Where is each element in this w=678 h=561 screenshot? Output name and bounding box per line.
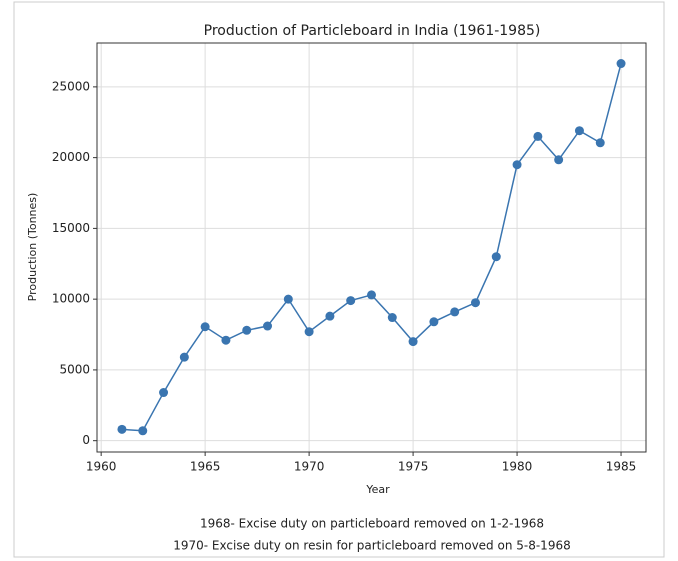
y-tick-label: 20000: [52, 150, 90, 164]
x-axis-label: Year: [365, 483, 390, 496]
point: [242, 325, 252, 335]
point: [408, 337, 418, 347]
point: [533, 131, 543, 141]
x-tick-label: 1975: [398, 460, 429, 474]
point: [554, 155, 564, 165]
point: [429, 317, 439, 327]
y-tick-label: 0: [82, 433, 90, 447]
x-tick-label: 1985: [606, 460, 637, 474]
point: [595, 138, 605, 148]
annotation: 1968- Excise duty on particleboard remov…: [200, 517, 544, 531]
point: [512, 160, 522, 170]
point: [387, 313, 397, 323]
point: [450, 307, 460, 317]
chart-title: Production of Particleboard in India (19…: [204, 23, 541, 39]
point: [221, 335, 231, 345]
x-tick-label: 1970: [294, 460, 325, 474]
point: [304, 327, 314, 337]
y-axis-label: Production (Tonnes): [26, 193, 39, 302]
y-tick-label: 25000: [52, 79, 90, 93]
point: [491, 252, 501, 262]
point: [367, 290, 376, 300]
annotation: 1970- Excise duty on resin for particleb…: [173, 539, 570, 553]
y-tick-label: 5000: [59, 362, 90, 376]
plot-area: [96, 42, 647, 453]
point: [159, 388, 169, 398]
point: [283, 294, 293, 304]
point: [470, 298, 480, 308]
point: [138, 426, 148, 436]
x-tick-label: 1960: [86, 460, 117, 474]
point: [179, 352, 189, 362]
point: [616, 59, 626, 69]
y-tick-label: 15000: [52, 221, 90, 235]
point: [346, 296, 356, 306]
point: [117, 424, 127, 434]
point: [574, 126, 584, 136]
frame: [13, 1, 665, 558]
point: [200, 322, 210, 332]
point: [325, 311, 335, 321]
y-tick-label: 10000: [52, 292, 90, 306]
x-tick-label: 1965: [190, 460, 221, 474]
point: [263, 321, 273, 331]
x-tick-label: 1980: [502, 460, 533, 474]
